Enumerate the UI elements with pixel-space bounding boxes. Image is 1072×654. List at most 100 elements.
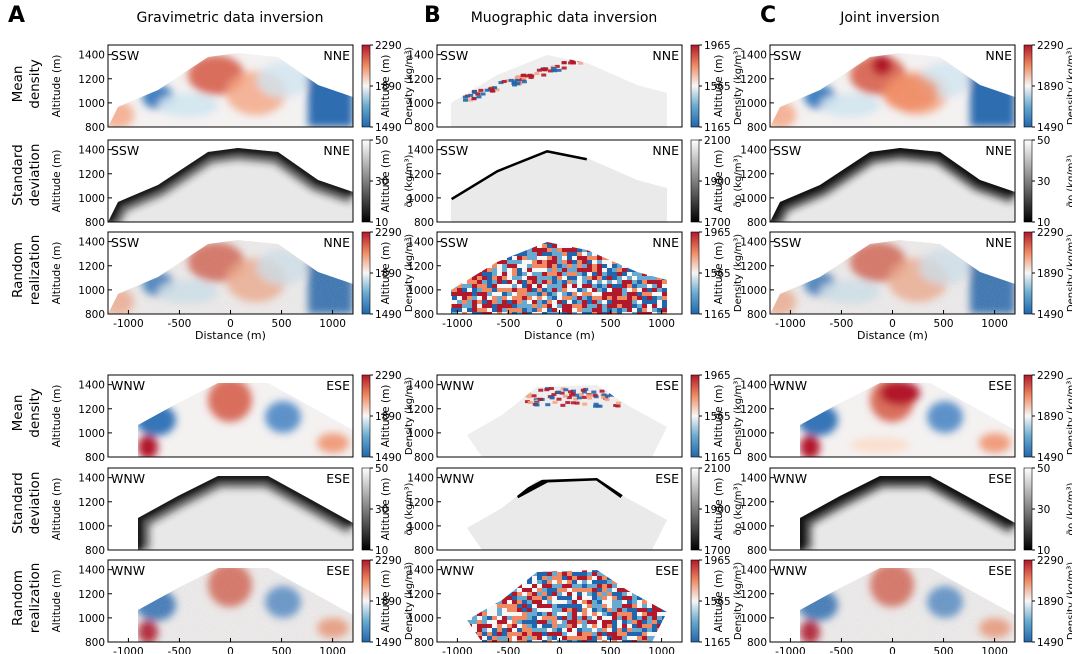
density-cell <box>472 616 477 620</box>
density-cell <box>642 632 647 636</box>
density-cell <box>547 244 552 248</box>
density-cell <box>442 280 447 284</box>
density-cell <box>642 608 647 612</box>
colorbar-label: Density (kg/m³) <box>404 47 415 125</box>
y-tick-label: 1200 <box>407 404 434 416</box>
density-cell <box>472 608 477 612</box>
density-cell <box>557 588 562 592</box>
density-cell <box>447 596 452 600</box>
density-cell <box>622 636 627 640</box>
density-cell <box>572 242 577 244</box>
density-cell <box>607 572 612 576</box>
density-cell <box>567 312 572 314</box>
density-cell <box>602 560 607 564</box>
density-cell <box>534 72 540 76</box>
density-cell <box>667 592 672 596</box>
density-cell <box>617 300 622 304</box>
density-cell <box>597 296 602 300</box>
density-cell <box>522 576 527 580</box>
density-cell <box>652 260 657 264</box>
density-cell <box>592 572 597 576</box>
density-cell <box>492 560 497 564</box>
density-cell <box>542 640 547 642</box>
density-cell <box>652 300 657 304</box>
density-cell <box>452 312 457 314</box>
density-cell <box>647 564 652 568</box>
density-cell <box>543 67 549 71</box>
density-cell <box>582 628 587 632</box>
density-cell <box>522 300 527 304</box>
profile-direction-left: SSW <box>773 48 801 63</box>
density-cell <box>528 76 534 80</box>
density-cell <box>667 596 672 600</box>
colorbar-label: Density (kg/m³) <box>733 47 744 125</box>
density-cell <box>472 592 477 596</box>
density-cell <box>597 244 602 248</box>
colorbar-tick-label: 1490 <box>375 637 402 649</box>
density-cell <box>617 588 622 592</box>
density-cell <box>462 620 467 624</box>
y-tick-label: 1000 <box>407 521 434 533</box>
density-cell <box>497 596 502 600</box>
density-cell <box>482 252 487 256</box>
density-cell <box>652 604 657 608</box>
density-cell <box>657 264 662 268</box>
density-cell <box>527 264 532 268</box>
density-cell <box>537 300 542 304</box>
density-cell <box>452 288 457 292</box>
density-cell <box>562 292 567 296</box>
density-cell <box>517 276 522 280</box>
y-tick-label: 1400 <box>407 565 434 577</box>
density-cell <box>517 236 522 240</box>
random-noise <box>108 240 353 314</box>
density-cell <box>632 576 637 580</box>
density-cell <box>502 296 507 300</box>
density-cell <box>599 389 605 393</box>
y-tick-label: 1000 <box>740 285 767 297</box>
density-cell <box>672 276 677 280</box>
density-cell <box>562 232 567 236</box>
colorbar-tick-label: 1900 <box>704 176 731 188</box>
colorbar-tick-label: 2290 <box>375 555 402 567</box>
colorbar-tick-label: 1890 <box>1037 81 1064 93</box>
colorbar-tick-label: 1890 <box>1037 596 1064 608</box>
density-cell <box>647 560 652 564</box>
density-cell <box>647 624 652 628</box>
density-cell <box>647 628 652 632</box>
density-cell <box>607 276 612 280</box>
density-cell <box>577 268 582 272</box>
density-cell <box>507 640 512 642</box>
density-cell <box>477 300 482 304</box>
density-cell <box>627 572 632 576</box>
y-tick-label: 800 <box>747 309 767 321</box>
density-cell <box>507 244 512 248</box>
density-cell <box>472 252 477 256</box>
density-cell <box>632 288 637 292</box>
density-cell <box>547 620 552 624</box>
density-cell <box>567 612 572 616</box>
density-cell <box>607 268 612 272</box>
density-cell <box>472 248 477 252</box>
profile-direction-right: NNE <box>985 143 1012 158</box>
colorbar-tick-label: 1700 <box>704 545 731 557</box>
density-cell <box>627 308 632 312</box>
density-cell <box>617 564 622 568</box>
density-cell <box>612 624 617 628</box>
density-cell <box>657 580 662 584</box>
density-cell <box>652 264 657 268</box>
plot-frame <box>107 467 354 551</box>
profile-direction-right: ESE <box>988 563 1012 578</box>
density-cell <box>622 604 627 608</box>
colorbar-label: σ̃ρ (kg/m³) <box>403 482 415 535</box>
density-cell <box>537 608 542 612</box>
colorbar-tick-label: 1165 <box>704 452 731 464</box>
density-cell <box>487 300 492 304</box>
density-cell <box>512 244 517 248</box>
density-cell <box>587 608 592 612</box>
density-cell <box>482 280 487 284</box>
density-cell <box>612 572 617 576</box>
density-cell <box>592 596 597 600</box>
density-cell <box>567 604 572 608</box>
density-cell <box>522 276 527 280</box>
density-cell <box>482 584 487 588</box>
